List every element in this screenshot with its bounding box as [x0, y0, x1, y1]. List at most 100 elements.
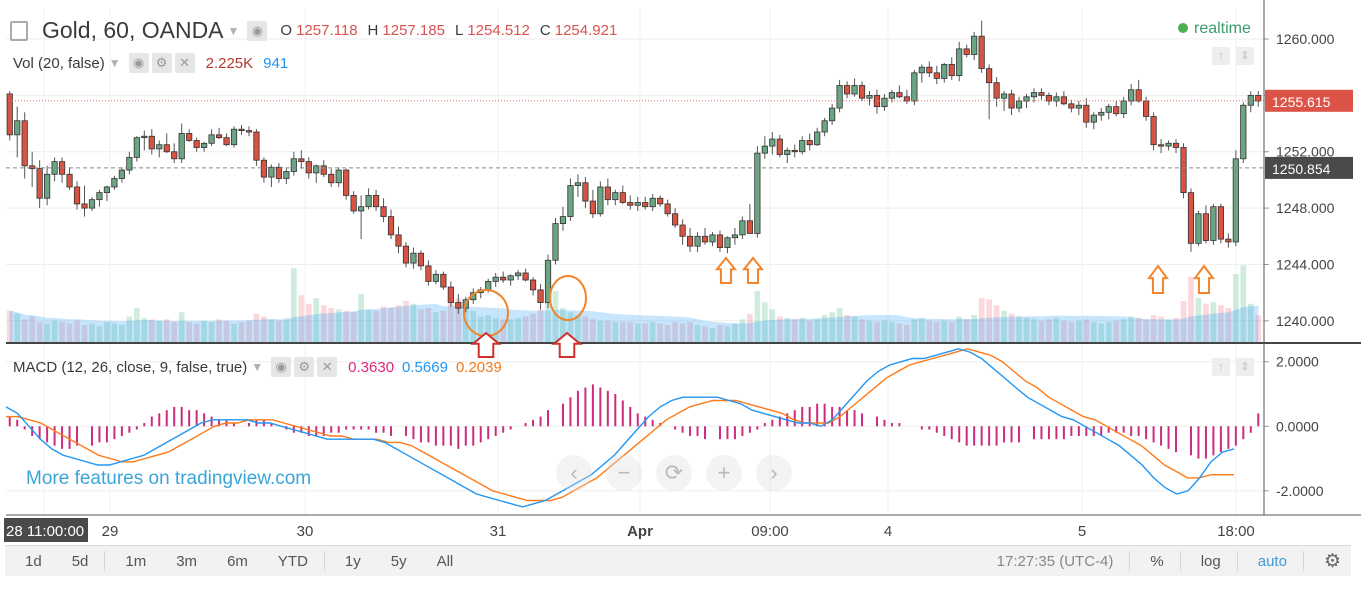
volume-title[interactable]: Vol (20, false)	[13, 54, 105, 72]
volume-bar	[941, 320, 948, 342]
range-1m[interactable]: 1m	[125, 552, 147, 570]
close-icon[interactable]: ✕	[174, 53, 195, 73]
promo-text[interactable]: More features on tradingview.com	[26, 468, 312, 489]
scroll-left-icon[interactable]: ‹	[556, 455, 592, 491]
eye-icon[interactable]: ◉	[247, 20, 268, 41]
candle	[918, 66, 925, 74]
candle	[941, 63, 948, 79]
candle	[275, 166, 282, 179]
candle	[193, 140, 200, 148]
candle	[1083, 104, 1090, 123]
volume-bar	[373, 310, 379, 342]
candle	[148, 135, 155, 150]
range-all[interactable]: All	[436, 552, 454, 570]
volume-bar	[732, 323, 738, 342]
volume-bar	[926, 320, 933, 342]
macd-title[interactable]: MACD (12, 26, close, 9, false, true)	[13, 358, 248, 376]
eye-icon[interactable]: ◉	[271, 357, 292, 377]
open-label: O	[280, 22, 293, 39]
scroll-right-icon[interactable]: ›	[756, 455, 792, 491]
eye-icon[interactable]: ◉	[128, 53, 149, 73]
close-icon[interactable]: ✕	[317, 357, 338, 377]
candle	[851, 85, 858, 95]
percent-toggle[interactable]: %	[1150, 552, 1164, 570]
volume-bar	[784, 317, 791, 342]
status-dot-icon	[1178, 23, 1188, 33]
volume-bar	[343, 310, 350, 342]
time-range-bar: 1d 5d 1m 3m 6m YTD 1y 5y All 17:27:35 (U…	[5, 545, 1351, 576]
last-price-label: 1255.615	[1272, 94, 1331, 110]
volume-bar	[253, 313, 260, 342]
low-label: L	[454, 22, 464, 39]
volume-bar	[1023, 317, 1030, 342]
candle	[986, 68, 993, 84]
gear-icon[interactable]: ⚙	[151, 53, 172, 73]
volume-bar	[305, 303, 312, 342]
range-ytd[interactable]: YTD	[277, 552, 308, 570]
candle	[201, 142, 208, 148]
move-up-icon[interactable]: ↑	[1212, 47, 1230, 65]
volume-bar	[1150, 315, 1157, 342]
candle	[1255, 94, 1262, 102]
candle	[223, 137, 230, 146]
range-1d[interactable]: 1d	[25, 552, 42, 570]
volume-bar	[1016, 316, 1022, 342]
maximize-icon[interactable]: ⇕	[1236, 358, 1254, 376]
candle	[1068, 103, 1075, 109]
volume-bar	[238, 322, 245, 342]
volume-bar	[1090, 322, 1097, 342]
candle	[559, 216, 567, 225]
volume-bar	[971, 315, 978, 342]
volume-bar	[709, 327, 716, 342]
candle	[171, 151, 178, 160]
symbol-title[interactable]: Gold, 60, OANDA	[42, 17, 224, 43]
log-toggle[interactable]: log	[1200, 552, 1221, 570]
sidebar-toggle-icon[interactable]	[10, 20, 28, 41]
x-tick-label: Apr	[627, 523, 653, 540]
gear-icon[interactable]: ⚙	[294, 357, 315, 377]
candle	[574, 182, 582, 186]
zoom-in-icon[interactable]: +	[706, 455, 742, 491]
volume-bar	[21, 319, 28, 342]
range-5d[interactable]: 5d	[71, 552, 89, 570]
y-tick-label: 0.0000	[1276, 418, 1319, 434]
candle	[1150, 116, 1157, 146]
chevron-down-icon[interactable]: ▼	[108, 56, 121, 70]
volume-bar	[208, 322, 215, 342]
reset-icon[interactable]: ⟳	[656, 455, 692, 491]
volume-bar	[51, 320, 58, 342]
volume-bar	[829, 312, 835, 342]
auto-toggle[interactable]: auto	[1257, 552, 1287, 570]
range-1y[interactable]: 1y	[344, 552, 361, 570]
candle	[522, 272, 529, 281]
volume-bar	[231, 323, 237, 342]
candle	[784, 149, 791, 155]
volume-bar	[769, 309, 776, 342]
crosshair-price-label: 1250.854	[1272, 161, 1331, 177]
move-up-icon[interactable]: ↑	[1212, 358, 1230, 376]
volume-bar	[403, 300, 409, 342]
volume-bar	[171, 322, 178, 342]
volume-bar	[776, 316, 783, 342]
y-tick-label: 1252.000	[1276, 144, 1335, 160]
volume-bar	[1180, 300, 1187, 342]
candle	[245, 130, 253, 133]
y-tick-label: 1240.000	[1276, 313, 1335, 329]
range-5y[interactable]: 5y	[390, 552, 407, 570]
zoom-out-icon[interactable]: −	[606, 455, 642, 491]
chevron-down-icon[interactable]: ▼	[227, 23, 240, 38]
range-6m[interactable]: 6m	[227, 552, 248, 570]
candle	[716, 234, 724, 248]
candle	[589, 200, 596, 215]
gear-icon[interactable]: ⚙	[1323, 550, 1341, 572]
candle	[686, 235, 694, 247]
maximize-icon[interactable]: ⇕	[1236, 47, 1254, 65]
range-3m[interactable]: 3m	[176, 552, 198, 570]
macd-line-value: 0.5669	[402, 358, 448, 376]
volume-bar	[492, 317, 499, 342]
candle	[1113, 106, 1120, 115]
chevron-down-icon[interactable]: ▼	[251, 360, 264, 374]
volume-bar	[223, 320, 230, 342]
candle	[821, 120, 828, 133]
